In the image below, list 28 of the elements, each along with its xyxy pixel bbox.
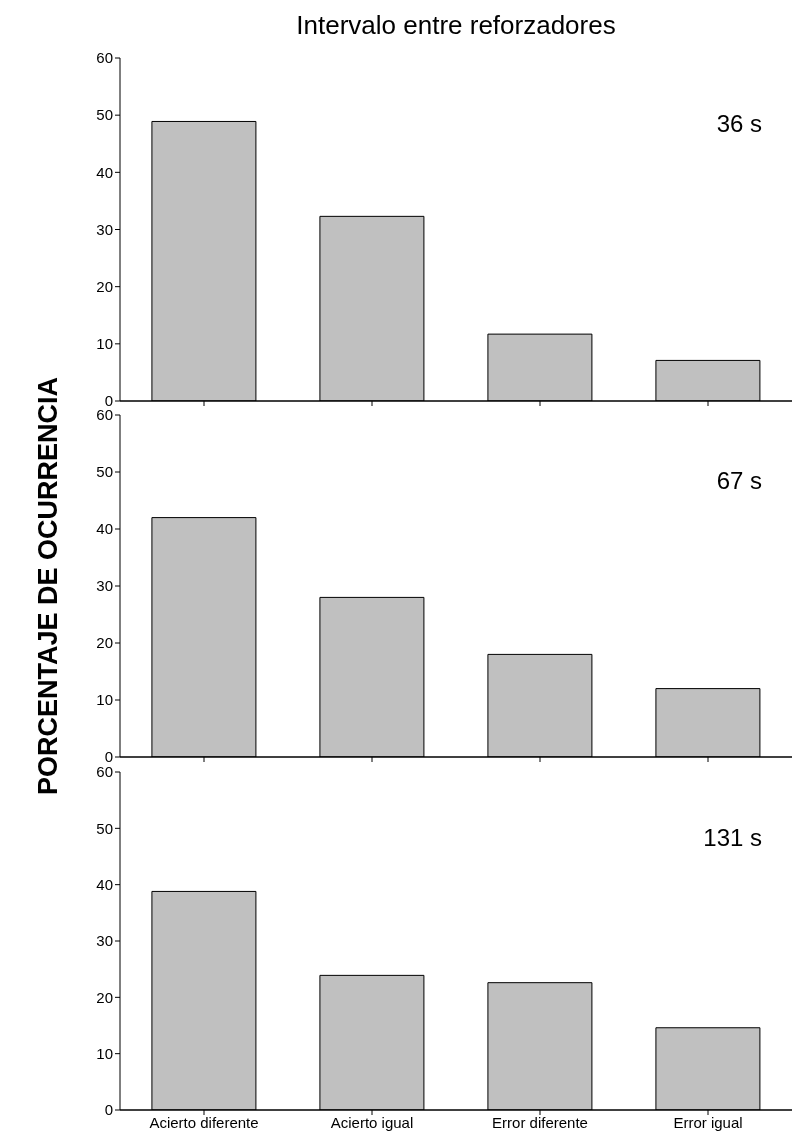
x-tick-label: Error igual bbox=[673, 1113, 743, 1131]
y-tick-label: 10 bbox=[96, 335, 113, 353]
y-tick-label: 60 bbox=[96, 763, 113, 781]
y-tick-label: 40 bbox=[96, 520, 113, 538]
y-tick-label: 50 bbox=[96, 106, 113, 124]
x-tick-label: Error diferente bbox=[492, 1113, 588, 1131]
y-tick-label: 20 bbox=[96, 277, 113, 295]
y-tick-label: 40 bbox=[96, 875, 113, 893]
y-axis-title: PORCENTAJE DE OCURRENCIA bbox=[32, 376, 64, 796]
y-tick-label: 10 bbox=[96, 691, 113, 709]
y-tick-label: 50 bbox=[96, 819, 113, 837]
y-tick-label: 30 bbox=[96, 577, 113, 595]
y-tick-label: 30 bbox=[96, 220, 113, 238]
annotation: 131 s bbox=[703, 824, 762, 852]
y-tick-label: 30 bbox=[96, 932, 113, 950]
annotation: 36 s bbox=[716, 110, 762, 138]
x-tick-label: Acierto diferente bbox=[149, 1113, 259, 1131]
y-tick-label: 0 bbox=[104, 1101, 113, 1119]
y-tick-label: 20 bbox=[96, 634, 113, 652]
y-tick-label: 20 bbox=[96, 988, 113, 1006]
y-tick-label: 60 bbox=[96, 49, 113, 67]
y-tick-label: 0 bbox=[104, 748, 113, 766]
y-tick-label: 50 bbox=[96, 463, 113, 481]
y-tick-label: 40 bbox=[96, 163, 113, 181]
y-tick-label: 10 bbox=[96, 1044, 113, 1062]
x-tick-label: Acierto igual bbox=[330, 1113, 414, 1131]
chart-title: Intervalo entre reforzadores bbox=[295, 10, 617, 41]
annotation: 67 s bbox=[716, 467, 762, 495]
